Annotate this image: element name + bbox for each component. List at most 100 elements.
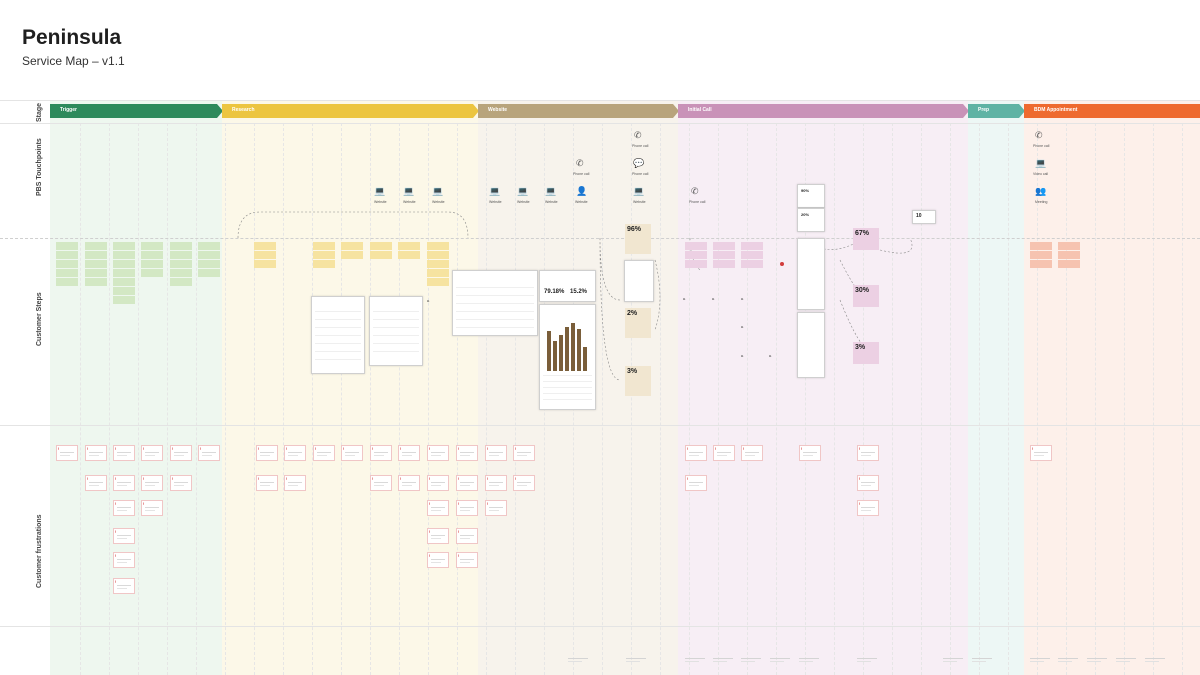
column-separator	[138, 123, 139, 675]
phone-icon: ✆	[1035, 130, 1043, 140]
step-sticky-note	[685, 242, 707, 250]
step-sticky-note	[56, 251, 78, 259]
touchpoint-label: Website	[517, 200, 530, 204]
metric-value: 20%	[801, 212, 810, 217]
frustration-card	[113, 445, 135, 461]
step-sticky-note	[713, 251, 735, 259]
bottom-note	[626, 658, 648, 664]
step-sticky-note	[141, 242, 163, 250]
frustration-card	[857, 445, 879, 461]
bottom-note	[568, 658, 590, 664]
stage-arrows	[50, 104, 1200, 118]
page-title: Peninsula	[22, 26, 122, 49]
data-card	[311, 296, 365, 374]
column-separator	[109, 123, 110, 675]
frustration-card	[341, 445, 363, 461]
column-separator	[921, 123, 922, 675]
touchpoint-label: Website	[403, 200, 416, 204]
frustration-card	[685, 475, 707, 491]
column-separator	[747, 123, 748, 675]
touchpoint-label: Meeting	[1035, 200, 1048, 204]
frustration-card	[113, 475, 135, 491]
frustration-card	[170, 445, 192, 461]
step-sticky-note	[198, 269, 220, 277]
column-separator	[428, 123, 429, 675]
laptop-icon: 💻	[403, 186, 415, 196]
frustration-card	[485, 445, 507, 461]
data-card	[369, 296, 423, 366]
column-separator	[1153, 123, 1154, 675]
column-separator	[660, 123, 661, 675]
column-separator	[631, 123, 632, 675]
stage-band-research	[222, 100, 478, 675]
step-sticky-note	[313, 260, 335, 268]
chart-bar	[583, 347, 587, 371]
stage-band-prep	[968, 100, 1024, 675]
conversion-tag: 67%	[853, 228, 879, 250]
column-separator	[805, 123, 806, 675]
bottom-note	[1116, 658, 1138, 664]
frustration-card	[513, 475, 535, 491]
step-sticky-note	[141, 251, 163, 259]
bottom-note	[741, 658, 763, 664]
stage-arrow-trigger	[50, 104, 223, 118]
column-separator	[1066, 123, 1067, 675]
step-sticky-note	[427, 278, 449, 286]
step-sticky-note	[141, 269, 163, 277]
frustration-card	[85, 445, 107, 461]
step-sticky-note	[170, 251, 192, 259]
frustration-card	[427, 500, 449, 516]
column-separator	[515, 123, 516, 675]
quote-mark: “	[427, 300, 430, 306]
touchpoint-label: Phone call	[689, 200, 706, 204]
row-divider	[0, 425, 1200, 426]
step-sticky-note	[1030, 242, 1052, 250]
frustration-card	[857, 500, 879, 516]
frustration-card	[456, 552, 478, 568]
bottom-note	[972, 658, 994, 664]
column-separator	[370, 123, 371, 675]
step-sticky-note	[113, 251, 135, 259]
frustration-card	[427, 445, 449, 461]
step-sticky-note	[1058, 251, 1080, 259]
frustration-card	[256, 445, 278, 461]
data-card	[452, 270, 538, 336]
chart-bar	[571, 323, 575, 371]
frustration-card	[284, 445, 306, 461]
frustration-card	[857, 475, 879, 491]
bottom-note	[770, 658, 792, 664]
metric-value: 79.18%	[544, 289, 565, 295]
step-sticky-note	[56, 242, 78, 250]
column-separator	[776, 123, 777, 675]
frustration-card	[513, 445, 535, 461]
frustration-card	[56, 445, 78, 461]
step-sticky-note	[56, 278, 78, 286]
column-separator	[834, 123, 835, 675]
bottom-note	[1030, 658, 1052, 664]
stage-label-website: Website	[488, 107, 508, 113]
bar-chart	[547, 323, 587, 371]
metric-card: 20%	[797, 208, 825, 232]
column-separator	[1095, 123, 1096, 675]
row-divider	[0, 123, 1200, 124]
laptop-icon: 💻	[517, 186, 529, 196]
bottom-note	[799, 658, 821, 664]
step-sticky-note	[713, 260, 735, 268]
conversion-value: 96%	[627, 226, 642, 233]
frustration-card	[456, 528, 478, 544]
frustration-card	[741, 445, 763, 461]
step-sticky-note	[254, 251, 276, 259]
frustration-card	[113, 552, 135, 568]
quote-mark: “	[741, 298, 744, 304]
conversion-value: 30%	[855, 287, 870, 294]
step-sticky-note	[427, 260, 449, 268]
frustration-card	[370, 445, 392, 461]
frustration-card	[456, 500, 478, 516]
touchpoint-label: Phone call	[632, 172, 649, 176]
step-sticky-note	[1030, 251, 1052, 259]
step-sticky-note	[741, 242, 763, 250]
column-separator	[167, 123, 168, 675]
touchpoint-label: Website	[633, 200, 646, 204]
step-sticky-note	[113, 296, 135, 304]
column-separator	[718, 123, 719, 675]
